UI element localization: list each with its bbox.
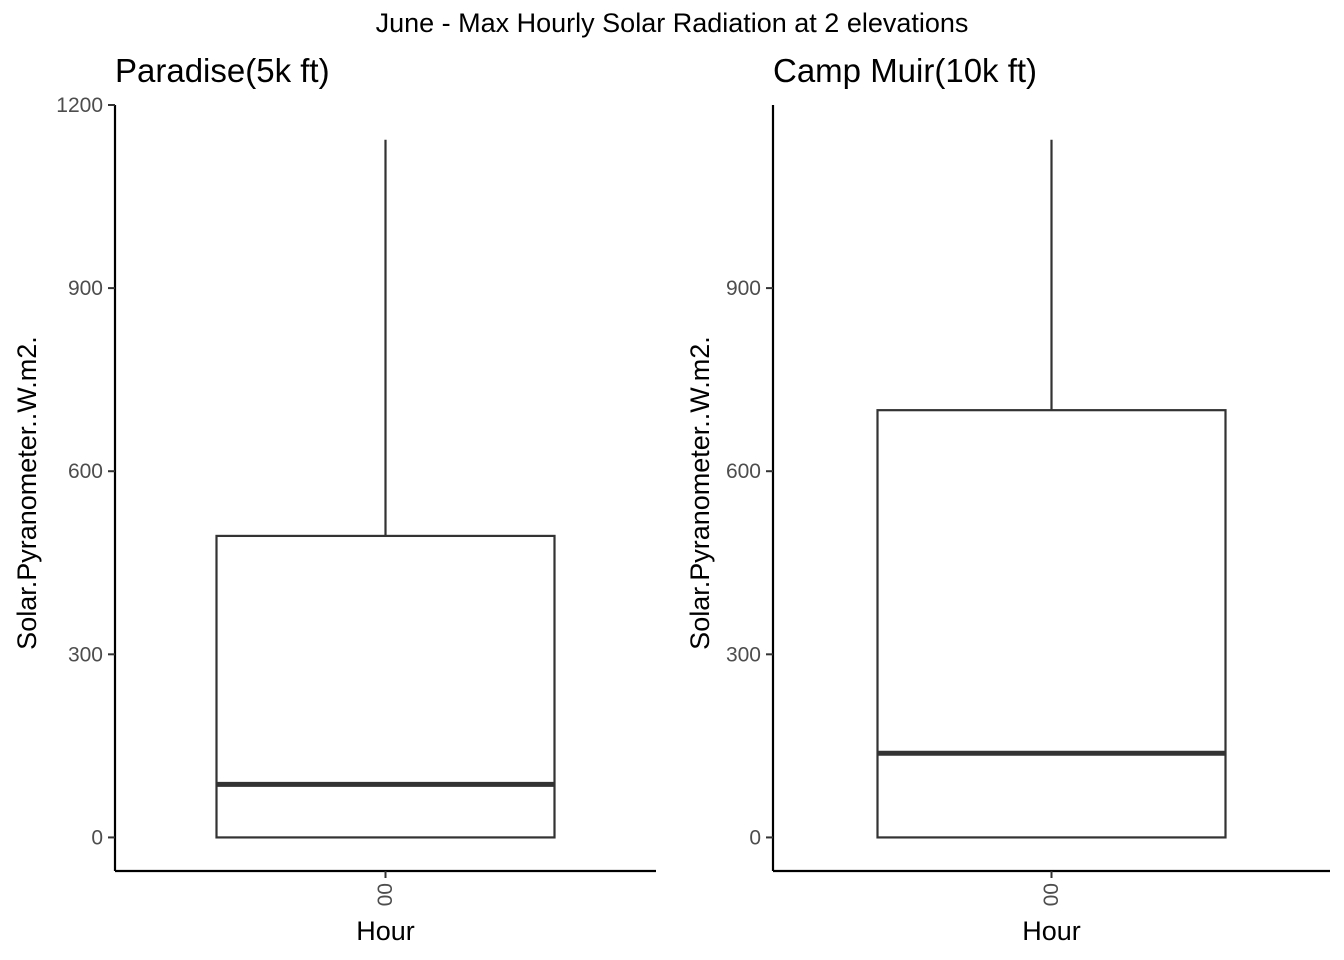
y-tick-label: 600 bbox=[68, 460, 103, 483]
panel-camp-muir: Camp Muir(10k ft) 0 300 600 900 00 Hour Solar.P… bbox=[685, 52, 1330, 946]
panel-paradise: Paradise(5k ft) 0 300 600 900 1200 00 Hour Solar… bbox=[12, 52, 656, 946]
y-tick-label: 0 bbox=[749, 826, 761, 849]
x-tick-label: 00 bbox=[1039, 883, 1062, 906]
x-tick-label: 00 bbox=[373, 883, 396, 906]
box-iqr bbox=[876, 409, 1227, 839]
y-tick-label: 0 bbox=[91, 826, 103, 849]
panel-title-paradise: Paradise(5k ft) bbox=[115, 52, 330, 89]
y-tick-label: 300 bbox=[726, 643, 761, 666]
x-axis-title: Hour bbox=[356, 916, 415, 946]
y-axis-title: Solar.Pyranometer..W.m2. bbox=[12, 336, 42, 650]
y-tick-label: 300 bbox=[68, 643, 103, 666]
x-axis-title: Hour bbox=[1022, 916, 1081, 946]
y-tick-label: 600 bbox=[726, 460, 761, 483]
figure-title: June - Max Hourly Solar Radiation at 2 e… bbox=[376, 8, 969, 38]
box-iqr bbox=[215, 534, 556, 839]
panel-title-camp-muir: Camp Muir(10k ft) bbox=[773, 52, 1037, 89]
y-tick-label: 1200 bbox=[56, 94, 103, 117]
y-tick-label: 900 bbox=[68, 277, 103, 300]
y-tick-label: 900 bbox=[726, 277, 761, 300]
y-axis-title: Solar.Pyranometer..W.m2. bbox=[685, 336, 715, 650]
